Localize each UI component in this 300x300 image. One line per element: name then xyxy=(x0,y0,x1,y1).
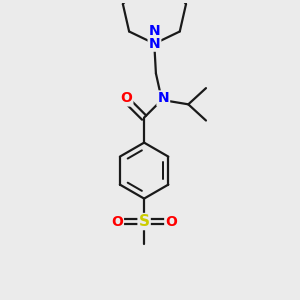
Text: O: O xyxy=(165,214,177,229)
Text: S: S xyxy=(139,214,150,229)
Text: N: N xyxy=(148,24,160,38)
Text: N: N xyxy=(158,92,169,105)
Text: O: O xyxy=(111,214,123,229)
Text: N: N xyxy=(148,37,160,51)
Text: O: O xyxy=(121,92,132,105)
